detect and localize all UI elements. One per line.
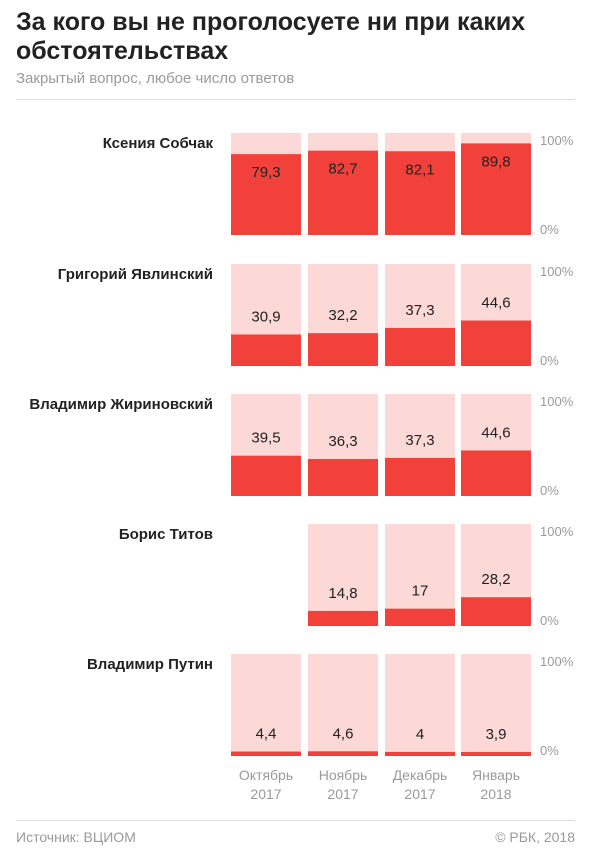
x-tick-label: Октябрь xyxy=(239,767,293,783)
y-tick-min: 0% xyxy=(540,353,559,368)
data-label: 4 xyxy=(416,726,424,743)
x-tick-label: 2017 xyxy=(404,786,435,802)
data-label: 79,3 xyxy=(251,164,280,181)
bar xyxy=(385,751,455,756)
bar-background xyxy=(231,654,301,756)
bar-background xyxy=(308,654,378,756)
y-tick-min: 0% xyxy=(540,743,559,758)
x-tick-label: 2017 xyxy=(250,786,281,802)
top-divider xyxy=(16,99,575,100)
bar xyxy=(461,597,531,626)
data-label: 44,6 xyxy=(481,295,510,312)
y-tick-max: 100% xyxy=(540,394,574,409)
y-tick-min: 0% xyxy=(540,613,559,628)
bar-background xyxy=(385,654,455,756)
bar xyxy=(231,751,301,756)
data-label: 89,8 xyxy=(481,153,510,170)
data-label: 30,9 xyxy=(251,308,280,325)
data-label: 82,7 xyxy=(328,161,357,178)
x-tick-label: 2017 xyxy=(327,786,358,802)
data-label: 14,8 xyxy=(328,585,357,602)
row-label: Владимир Путин xyxy=(87,656,213,673)
bar xyxy=(308,150,378,235)
bar xyxy=(385,457,455,496)
row-label: Владимир Жириновский xyxy=(29,396,213,413)
bar-background xyxy=(308,524,378,626)
row-label: Григорий Явлинский xyxy=(58,266,213,283)
source-note: Источник: ВЦИОМ xyxy=(16,829,136,845)
chart-subtitle: Закрытый вопрос, любое число ответов xyxy=(16,70,295,87)
x-tick-label: 2018 xyxy=(480,786,511,802)
bar xyxy=(461,320,531,366)
bar xyxy=(308,610,378,626)
bar xyxy=(385,151,455,235)
x-tick-label: Январь xyxy=(472,767,520,783)
bar xyxy=(231,154,301,235)
data-label: 37,3 xyxy=(405,432,434,449)
bar xyxy=(308,333,378,366)
bar-background xyxy=(461,654,531,756)
data-label: 3,9 xyxy=(486,726,507,743)
bar xyxy=(461,143,531,235)
data-label: 44,6 xyxy=(481,425,510,442)
y-tick-max: 100% xyxy=(540,264,574,279)
data-label: 32,2 xyxy=(328,307,357,324)
bar xyxy=(385,327,455,366)
y-tick-min: 0% xyxy=(540,222,559,237)
data-label: 36,3 xyxy=(328,433,357,450)
y-tick-max: 100% xyxy=(540,133,574,148)
bar xyxy=(385,608,455,626)
bar xyxy=(231,334,301,366)
copyright-note: © РБК, 2018 xyxy=(495,829,575,845)
row-label: Ксения Собчак xyxy=(103,135,214,152)
data-label: 4,4 xyxy=(256,726,277,743)
y-tick-min: 0% xyxy=(540,483,559,498)
data-label: 4,6 xyxy=(333,725,354,742)
data-label: 17 xyxy=(412,583,429,600)
bar xyxy=(308,751,378,756)
bar xyxy=(461,752,531,756)
row-label: Борис Титов xyxy=(119,526,213,543)
x-tick-label: Ноябрь xyxy=(319,767,368,783)
chart-title: За кого вы не проголосуете ни при каких … xyxy=(16,8,526,65)
bar xyxy=(461,450,531,496)
bar xyxy=(308,458,378,496)
x-tick-label: Декабрь xyxy=(393,767,448,783)
y-tick-max: 100% xyxy=(540,654,574,669)
y-tick-max: 100% xyxy=(540,524,574,539)
data-label: 37,3 xyxy=(405,302,434,319)
data-label: 82,1 xyxy=(405,161,434,178)
data-label: 39,5 xyxy=(251,430,280,447)
bar xyxy=(231,455,301,496)
data-label: 28,2 xyxy=(481,571,510,588)
bottom-divider xyxy=(16,820,575,821)
